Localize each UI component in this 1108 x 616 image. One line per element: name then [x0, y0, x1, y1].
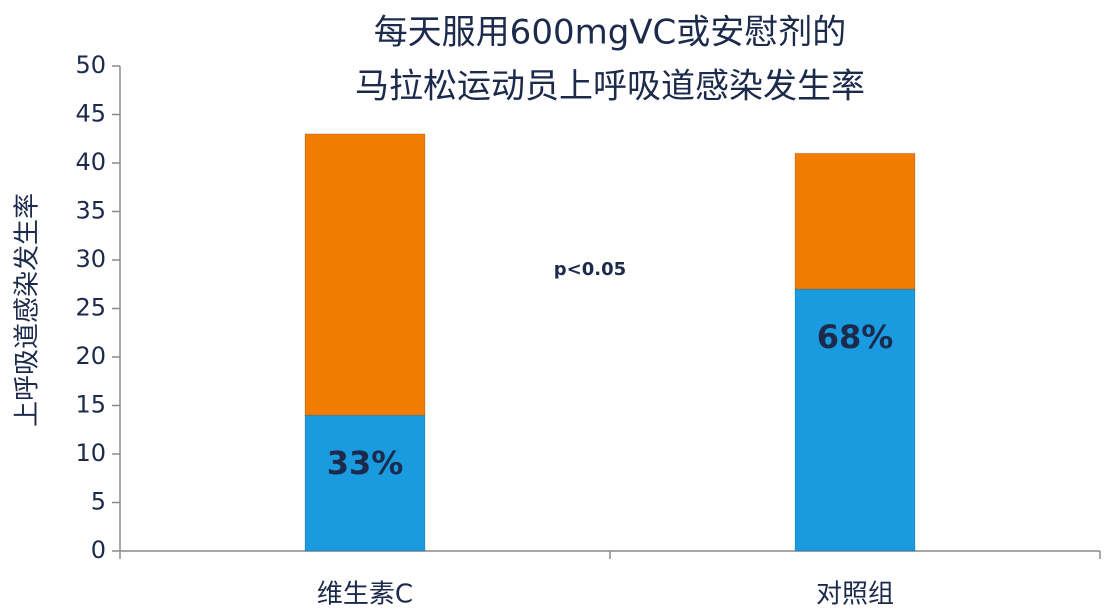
- bar-segment: [794, 288, 916, 552]
- y-tick-label: 0: [91, 536, 106, 564]
- y-axis-label: 上呼吸道感染发生率: [13, 193, 43, 427]
- y-tick-label: 35: [75, 197, 106, 225]
- bar-segment: [304, 414, 426, 552]
- x-tick-label: 对照组: [816, 580, 894, 610]
- y-tick-label: 30: [75, 245, 106, 273]
- bar-segment: [794, 152, 916, 290]
- y-tick-label: 10: [75, 439, 106, 467]
- bar-segment: [304, 133, 426, 416]
- annotation: p<0.05: [554, 259, 626, 280]
- y-tick-label: 45: [75, 100, 106, 128]
- y-tick-label: 15: [75, 391, 106, 419]
- chart-title: 马拉松运动员上呼吸道感染发生率: [355, 67, 865, 107]
- y-tick-label: 20: [75, 342, 106, 370]
- y-tick-label: 40: [75, 148, 106, 176]
- y-tick-label: 50: [75, 51, 106, 79]
- bar-label: 68%: [817, 318, 894, 356]
- y-tick-label: 5: [91, 488, 106, 516]
- chart-title: 每天服用600mgVC或安慰剂的: [374, 13, 847, 53]
- y-tick-label: 25: [75, 294, 106, 322]
- x-tick-label: 维生素C: [317, 580, 413, 610]
- bar-label: 33%: [327, 444, 404, 482]
